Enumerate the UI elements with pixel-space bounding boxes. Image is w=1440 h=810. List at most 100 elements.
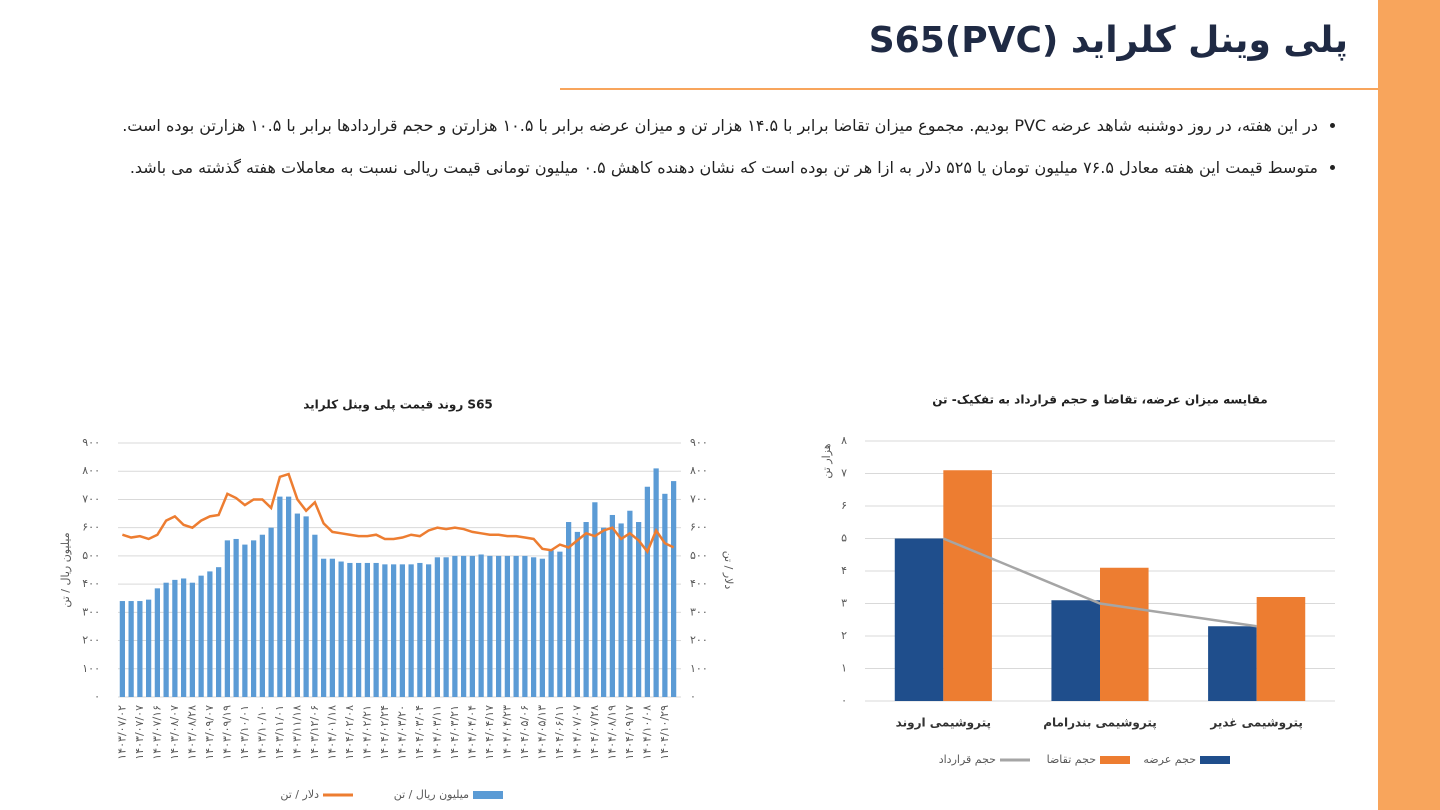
x-tick-label: ۱۴۰۳/۰۹/۰۷ — [203, 705, 216, 760]
y-axis-label: هزار تن — [820, 443, 833, 478]
title-rule — [560, 88, 1378, 90]
bar — [303, 516, 309, 697]
bar — [1208, 626, 1257, 701]
bar — [627, 510, 633, 697]
chart-title: روند قیمت پلی وینل کلراید S65 — [303, 398, 493, 413]
legend-label: میلیون ریال / تن — [394, 788, 469, 801]
y-tick-label: ۸ — [841, 434, 847, 447]
y-tick-label: ۰ — [841, 694, 847, 707]
bar — [662, 493, 668, 697]
y2-tick-label: ۳۰۰ — [690, 605, 708, 618]
x-tick-label: ۱۴۰۴/۰۷/۰۷ — [570, 705, 583, 760]
bar — [312, 534, 318, 697]
bar — [146, 599, 152, 697]
bar — [566, 522, 572, 697]
y-tick-label: ۹۰۰ — [82, 436, 100, 449]
x-tick-label: ۱۴۰۳/۱۲/۰۶ — [308, 705, 321, 760]
bar — [251, 540, 257, 697]
bar — [609, 514, 615, 697]
bar — [557, 551, 563, 697]
bar — [172, 579, 178, 697]
x-tick-label: ۱۴۰۴/۰۳/۰۴ — [413, 705, 426, 760]
bar — [338, 561, 344, 697]
y2-tick-label: ۹۰۰ — [690, 436, 708, 449]
y-axis-label: میلیون ریال / تن — [59, 532, 72, 607]
bar — [636, 522, 642, 697]
y2-tick-label: ۸۰۰ — [690, 464, 708, 477]
bar — [943, 470, 992, 701]
bar — [356, 562, 362, 697]
x-tick-label: ۱۴۰۳/۰۹/۱۹ — [220, 705, 233, 760]
bar — [644, 486, 650, 697]
y-tick-label: ۶۰۰ — [82, 521, 100, 534]
bar — [452, 555, 458, 697]
bar — [373, 562, 379, 697]
x-tick-label: ۱۴۰۴/۰۱/۱۸ — [325, 705, 338, 760]
bar — [321, 558, 327, 697]
bar — [1051, 600, 1100, 701]
legend-swatch — [473, 791, 503, 799]
x-tick-label: ۱۴۰۳/۰۷/۱۶ — [150, 705, 163, 760]
bar — [461, 555, 467, 697]
y-tick-label: ۸۰۰ — [82, 464, 100, 477]
y-tick-label: ۲۰۰ — [82, 634, 100, 647]
x-tick-label: ۱۴۰۴/۰۲/۲۱ — [360, 705, 373, 760]
x-tick-label: ۱۴۰۴/۰۶/۱۱ — [553, 705, 566, 760]
y2-tick-label: ۴۰۰ — [690, 577, 708, 590]
bar — [574, 531, 580, 697]
bar — [329, 558, 335, 697]
bar — [513, 555, 519, 697]
bar — [426, 564, 432, 697]
x-tick-label: ۱۴۰۳/۰۸/۲۸ — [185, 705, 198, 760]
charts: روند قیمت پلی وینل کلراید S65 ۰ ۱۰۰ ۲۰۰ ۳۰۰ ۴… — [59, 393, 1335, 801]
x-tick-label: ۱۴۰۴/۰۳/۲۱ — [448, 705, 461, 760]
x-tick-label: ۱۴۰۴/۱۰/۰۸ — [640, 705, 653, 760]
x-tick-label: ۱۴۰۴/۰۴/۲۳ — [500, 705, 513, 760]
bar — [224, 540, 230, 697]
y-tick-label: ۷ — [841, 467, 847, 480]
bar — [154, 588, 160, 697]
bar — [268, 527, 274, 697]
x-tick-label: ۱۴۰۴/۱۰/۲۹ — [658, 705, 671, 760]
y2-tick-label: ۷۰۰ — [690, 492, 708, 505]
bullet: در این هفته، در روز دوشنبه شاهد عرضه PVC… — [118, 108, 1318, 144]
side-band — [1378, 0, 1440, 810]
bar — [478, 554, 484, 697]
y-tick-label: ۱۰۰ — [82, 662, 100, 675]
bar — [504, 555, 510, 697]
bar — [198, 575, 204, 697]
bar — [583, 522, 589, 697]
x-tick-label: ۱۴۰۴/۰۴/۰۴ — [465, 705, 478, 760]
bar — [128, 601, 134, 697]
y2-tick-label: ۵۰۰ — [690, 549, 708, 562]
bar — [233, 538, 239, 697]
bar — [487, 555, 493, 697]
x-tick-label: ۱۴۰۴/۰۷/۲۸ — [588, 705, 601, 760]
bar — [894, 538, 944, 701]
bar — [653, 468, 659, 697]
bar — [601, 527, 607, 697]
x-tick-label: ۱۴۰۴/۰۸/۱۹ — [605, 705, 618, 760]
y2-axis-label: دلار / تن — [722, 551, 735, 590]
bar — [618, 523, 624, 697]
line — [942, 537, 1257, 628]
y2-tick-label: ۶۰۰ — [690, 521, 708, 534]
x-tick-label: ۱۴۰۴/۰۵/۰۶ — [518, 705, 531, 760]
bar — [294, 513, 300, 697]
bar — [592, 502, 598, 697]
x-tick-label: ۱۴۰۳/۱۰/۱۰ — [255, 705, 268, 760]
x-tick-label: ۱۴۰۳/۰۷/۰۷ — [133, 705, 146, 760]
bar — [522, 555, 528, 697]
bar — [277, 496, 283, 697]
legend-swatch — [1200, 756, 1230, 764]
bar — [408, 564, 414, 697]
x-tick-label: ۱۴۰۴/۰۴/۱۷ — [483, 705, 496, 760]
x-tick-label: ۱۴۰۳/۱۰/۰۱ — [238, 705, 251, 760]
legend-label: حجم قرارداد — [939, 753, 996, 766]
x-tick-label: ۱۴۰۳/۱۱/۰۱ — [273, 705, 286, 760]
y-tick-label: ۵۰۰ — [82, 549, 100, 562]
y-tick-label: ۶ — [841, 499, 847, 512]
y-tick-label: ۴ — [841, 564, 847, 577]
x-tick-label: پتروشیمی غدیر — [1209, 716, 1303, 731]
